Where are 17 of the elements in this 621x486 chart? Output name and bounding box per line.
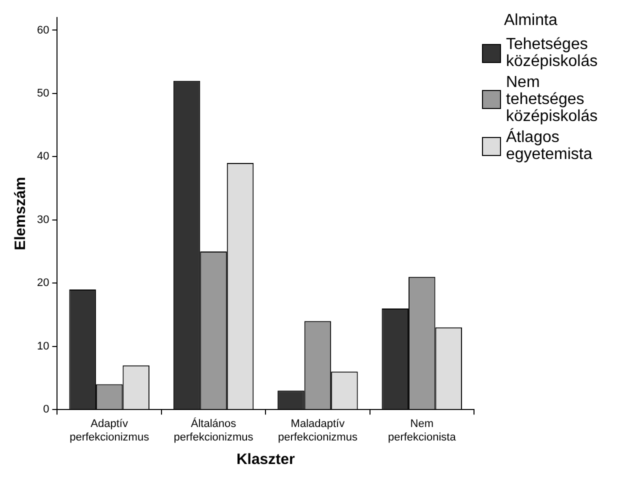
y-tick-label: 50 bbox=[36, 88, 50, 100]
x-tick-label: Nem perfekcionista bbox=[388, 418, 457, 444]
legend-label: Nem tehetséges középiskolás bbox=[506, 74, 599, 125]
legend-title: Alminta bbox=[504, 12, 558, 30]
y-tick-label: 40 bbox=[36, 150, 50, 163]
y-tick-label: 60 bbox=[36, 24, 50, 36]
x-tick-label: Általános perfekcionizmus bbox=[174, 417, 254, 444]
x-tick-label: Adaptív perfekcionizmus bbox=[70, 418, 150, 444]
x-axis-title: Klaszter bbox=[236, 451, 295, 468]
y-tick-label: 20 bbox=[36, 277, 50, 290]
y-tick-label: 30 bbox=[36, 214, 50, 226]
y-tick-label: 10 bbox=[36, 340, 50, 352]
y-axis-title: Elemszám bbox=[12, 176, 30, 250]
legend-label: Tehetséges középiskolás bbox=[506, 36, 599, 70]
y-tick-label: 0 bbox=[43, 404, 50, 416]
x-tick-label: Maladaptív perfekcionizmus bbox=[278, 418, 358, 444]
legend-label: Átlagos egyetemista bbox=[506, 129, 594, 163]
